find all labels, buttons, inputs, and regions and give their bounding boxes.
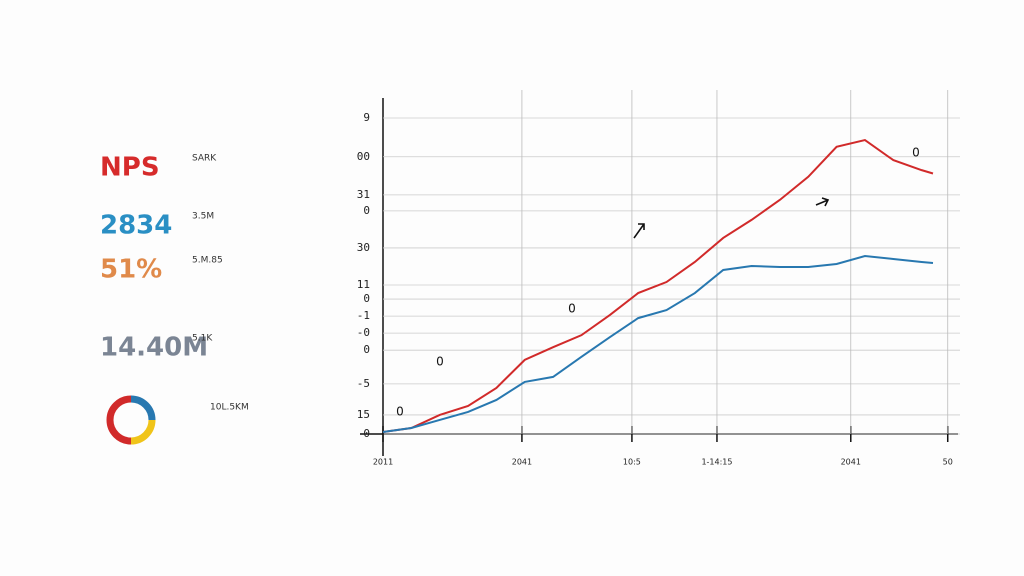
kpi-label: 10L.5KM xyxy=(210,403,249,413)
y-tick-label: 11 xyxy=(357,278,370,291)
kpi-label: 5.M.85 xyxy=(192,256,223,266)
x-tick-label: 2041 xyxy=(512,458,532,467)
kpi-value: 51% xyxy=(100,255,162,285)
x-tick-label: 2041 xyxy=(841,458,861,467)
kpi-label: 3.5M xyxy=(192,212,214,222)
y-tick-label: -0 xyxy=(357,326,370,339)
y-tick-label: 0 xyxy=(363,427,370,440)
kpi-value: 2834 xyxy=(100,211,172,241)
line-series xyxy=(382,139,934,433)
y-tick-label: 31 xyxy=(357,188,370,201)
annotation-arrows xyxy=(633,197,830,239)
y-tick-label: -1 xyxy=(357,309,370,322)
x-tick-label: 1-14:15 xyxy=(701,458,732,467)
kpi-label: SARK xyxy=(192,154,217,164)
y-tick-label: 15 xyxy=(357,408,370,421)
y-tick-label: 0 xyxy=(363,343,370,356)
x-tick-label: 10:5 xyxy=(623,458,641,467)
x-tick-label: 50 xyxy=(943,458,953,467)
kpi-value: 14.40M xyxy=(100,333,208,363)
y-tick-label: -5 xyxy=(357,377,370,390)
annotation: 0 xyxy=(912,146,920,160)
y-tick-label: 9 xyxy=(363,111,370,124)
donut-icon xyxy=(106,395,156,445)
kpi-value: NPS xyxy=(100,153,160,183)
annotation: 0 xyxy=(436,355,444,369)
annotation: 0 xyxy=(568,302,576,316)
y-tick-label: 0 xyxy=(363,292,370,305)
y-tick-label: 00 xyxy=(357,150,370,163)
annotation: 0 xyxy=(396,405,404,419)
y-tick-label: 30 xyxy=(357,241,370,254)
kpi-label: 5.1K xyxy=(192,334,213,344)
line-series xyxy=(382,254,934,433)
y-tick-label: 0 xyxy=(363,204,370,217)
x-tick-label: 2011 xyxy=(373,458,393,467)
